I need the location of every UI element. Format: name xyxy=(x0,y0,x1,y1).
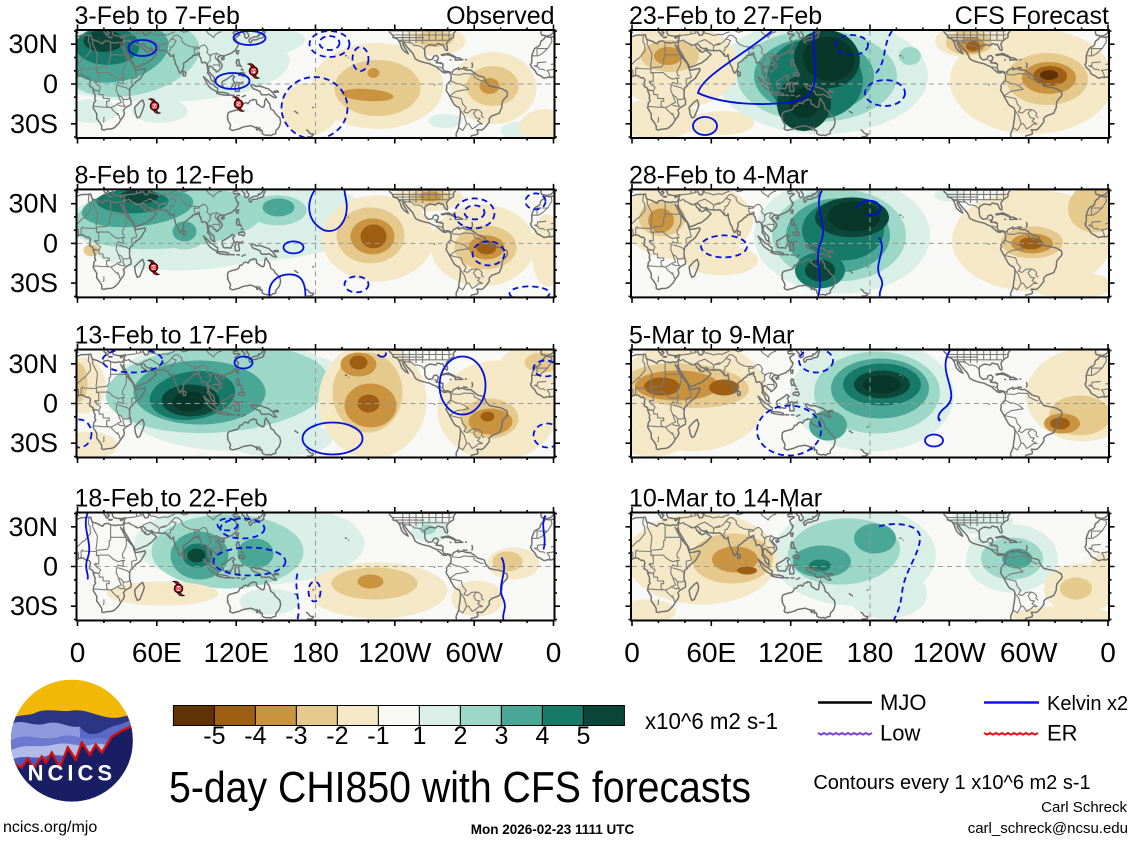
svg-text:60E: 60E xyxy=(686,637,736,668)
svg-text:30S: 30S xyxy=(10,109,58,139)
svg-text:28-Feb to 4-Mar: 28-Feb to 4-Mar xyxy=(629,161,808,189)
svg-text:3-Feb to 7-Feb: 3-Feb to 7-Feb xyxy=(75,2,240,30)
svg-text:S: S xyxy=(237,102,240,107)
svg-text:30N: 30N xyxy=(8,189,58,219)
svg-text:0: 0 xyxy=(43,552,58,582)
svg-text:5-Mar to 9-Mar: 5-Mar to 9-Mar xyxy=(629,322,794,350)
svg-text:0: 0 xyxy=(43,69,58,99)
svg-text:-5: -5 xyxy=(203,722,225,750)
svg-text:30S: 30S xyxy=(10,428,58,458)
svg-text:G: G xyxy=(153,104,157,109)
svg-text:30S: 30S xyxy=(10,591,58,621)
svg-text:180: 180 xyxy=(292,637,339,668)
svg-text:8-Feb to 12-Feb: 8-Feb to 12-Feb xyxy=(75,161,254,189)
svg-text:120E: 120E xyxy=(758,637,823,668)
svg-text:120W: 120W xyxy=(913,637,987,668)
svg-text:0: 0 xyxy=(43,228,58,258)
svg-text:0: 0 xyxy=(43,389,58,419)
svg-text:120W: 120W xyxy=(358,637,432,668)
svg-text:0: 0 xyxy=(546,637,562,668)
svg-text:18-Feb to 22-Feb: 18-Feb to 22-Feb xyxy=(75,485,268,513)
svg-text:180: 180 xyxy=(847,637,894,668)
svg-text:NCICS: NCICS xyxy=(28,761,116,786)
svg-text:4: 4 xyxy=(535,722,549,750)
svg-text:60E: 60E xyxy=(132,637,182,668)
svg-text:60W: 60W xyxy=(1000,637,1058,668)
svg-text:10-Mar to 14-Mar: 10-Mar to 14-Mar xyxy=(629,485,822,513)
svg-text:N: N xyxy=(177,586,181,591)
svg-text:30N: 30N xyxy=(8,349,58,379)
svg-text:23-Feb to 27-Feb: 23-Feb to 27-Feb xyxy=(629,2,822,30)
svg-text:P: P xyxy=(252,69,255,74)
svg-text:30N: 30N xyxy=(8,29,58,59)
svg-text:-1: -1 xyxy=(367,722,389,750)
svg-text:1: 1 xyxy=(412,722,426,750)
svg-text:Mon 2026-02-23 1111 UTC: Mon 2026-02-23 1111 UTC xyxy=(471,822,635,837)
svg-text:0: 0 xyxy=(1100,637,1116,668)
svg-text:ER: ER xyxy=(1047,721,1078,746)
svg-text:ncics.org/mjo: ncics.org/mjo xyxy=(3,819,97,836)
svg-text:0: 0 xyxy=(624,637,640,668)
svg-text:120E: 120E xyxy=(203,637,268,668)
svg-text:13-Feb to 17-Feb: 13-Feb to 17-Feb xyxy=(75,322,268,350)
svg-text:2: 2 xyxy=(453,722,467,750)
svg-text:60W: 60W xyxy=(445,637,503,668)
svg-text:-4: -4 xyxy=(244,722,266,750)
svg-text:3: 3 xyxy=(494,722,508,750)
svg-text:carl_schreck@ncsu.edu: carl_schreck@ncsu.edu xyxy=(968,820,1128,837)
svg-text:5-day CHI850 with CFS forecast: 5-day CHI850 with CFS forecasts xyxy=(169,764,751,812)
svg-text:5: 5 xyxy=(576,722,590,750)
svg-text:30S: 30S xyxy=(10,268,58,298)
svg-text:G: G xyxy=(152,265,156,270)
svg-text:CFS Forecast: CFS Forecast xyxy=(955,2,1109,30)
svg-text:-2: -2 xyxy=(326,722,348,750)
svg-text:Contours every 1 x10^6 m2 s-1: Contours every 1 x10^6 m2 s-1 xyxy=(813,772,1090,794)
svg-text:x10^6 m2 s-1: x10^6 m2 s-1 xyxy=(645,708,778,734)
svg-text:Carl Schreck: Carl Schreck xyxy=(1041,799,1127,816)
svg-text:Kelvin x2: Kelvin x2 xyxy=(1047,693,1128,715)
svg-text:MJO: MJO xyxy=(880,690,926,715)
svg-text:30N: 30N xyxy=(8,512,58,542)
svg-text:Observed: Observed xyxy=(446,2,554,30)
svg-text:Low: Low xyxy=(880,721,920,746)
svg-text:0: 0 xyxy=(70,637,86,668)
svg-text:-3: -3 xyxy=(285,722,307,750)
